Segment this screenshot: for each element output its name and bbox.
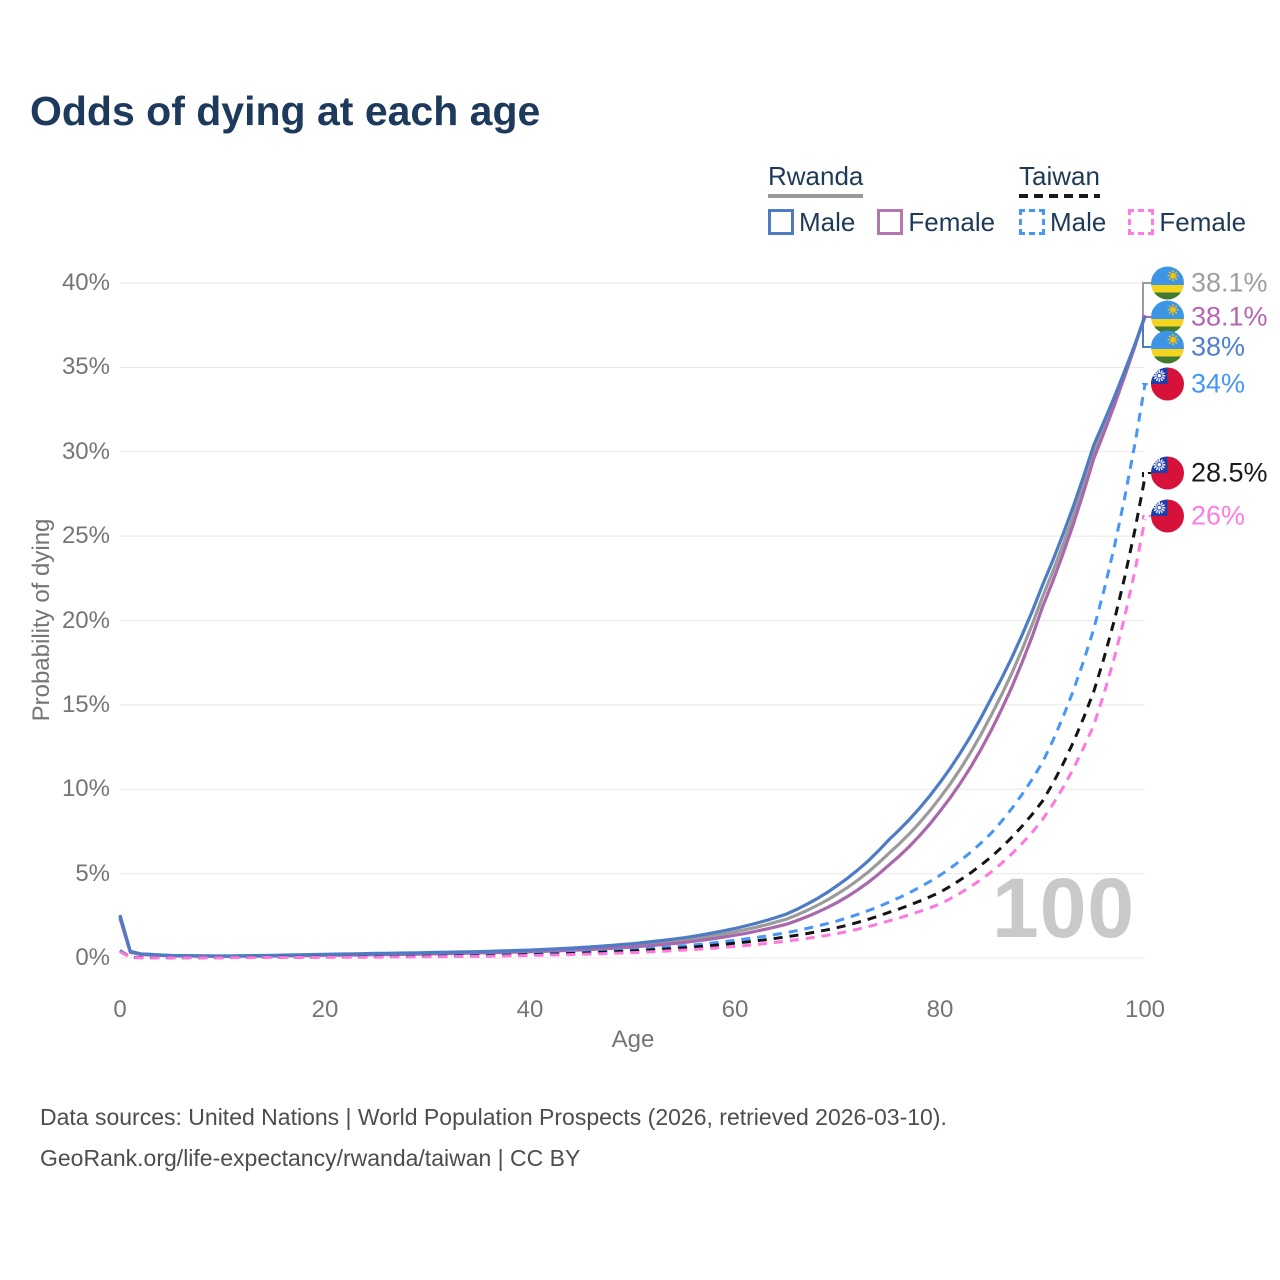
- rwanda-female-swatch: [877, 209, 904, 236]
- x-tick-label: 40: [516, 996, 544, 1023]
- end-label-rwanda-both: 38.1%: [1151, 266, 1268, 300]
- taiwan-line-style-swatch: [1019, 193, 1100, 198]
- end-label-value: 34%: [1191, 368, 1246, 399]
- end-label-value: 38%: [1191, 331, 1246, 362]
- y-tick-label: 15%: [61, 690, 110, 718]
- x-tick-label: 80: [926, 996, 954, 1023]
- legend-item-taiwan-female[interactable]: Female: [1128, 207, 1246, 238]
- end-label-value: 28.5%: [1191, 457, 1268, 488]
- page-title: Odds of dying at each age: [30, 88, 541, 134]
- rwanda-flag-icon: [1151, 330, 1184, 364]
- series-line-rwanda-female[interactable]: [118, 314, 1147, 958]
- legend-group-rwanda: Rwanda Male Female: [768, 162, 995, 238]
- taiwan-flag-icon: [1151, 367, 1184, 401]
- taiwan-flag-icon: [1151, 456, 1184, 490]
- legend-item-label: Female: [908, 206, 996, 237]
- taiwan-flag-icon: [1151, 499, 1184, 533]
- legend-item-taiwan-male[interactable]: Male: [1019, 207, 1106, 238]
- plot-area: [118, 282, 1151, 960]
- end-label-value: 38.1%: [1191, 267, 1268, 298]
- rwanda-male-swatch: [768, 209, 794, 236]
- legend-country-rwanda[interactable]: Rwanda: [768, 161, 864, 198]
- legend-country-taiwan[interactable]: Taiwan: [1019, 162, 1100, 198]
- x-tick-label: 60: [721, 996, 749, 1023]
- series-line-taiwan-female[interactable]: [119, 519, 1147, 960]
- y-tick-label: 40%: [61, 269, 110, 296]
- watermark-age-100: 100: [992, 861, 1136, 955]
- series-line-rwanda-male[interactable]: [118, 316, 1147, 958]
- y-tick-label: 0%: [75, 944, 110, 971]
- y-tick-label: 30%: [61, 437, 110, 465]
- x-tick-label: 0: [113, 996, 127, 1023]
- end-label-taiwan-both: 28.5%: [1151, 456, 1268, 490]
- rwanda-line-style-swatch: [768, 193, 864, 198]
- y-tick-label: 10%: [61, 775, 110, 803]
- legend-item-label: Female: [1159, 206, 1247, 237]
- legend-item-rwanda-male[interactable]: Male: [768, 207, 855, 238]
- leader-line-taiwan-both: [1142, 472, 1151, 478]
- taiwan-female-swatch: [1128, 209, 1155, 236]
- y-tick-label: 35%: [61, 353, 110, 381]
- end-label-taiwan-female: 26%: [1151, 499, 1246, 533]
- y-tick-label: 20%: [61, 606, 110, 634]
- leader-line-rwanda-male: [1142, 316, 1151, 348]
- legend-group-taiwan: Taiwan Male Female: [1019, 162, 1246, 238]
- legend-item-label: Male: [1050, 206, 1107, 237]
- y-tick-label: 5%: [75, 859, 110, 887]
- x-axis-title: Age: [611, 1026, 655, 1053]
- y-tick-label: 25%: [61, 522, 110, 550]
- end-label-rwanda-male: 38%: [1151, 330, 1246, 364]
- legend-item-rwanda-female[interactable]: Female: [877, 207, 995, 238]
- end-label-value: 38.1%: [1191, 301, 1268, 332]
- taiwan-male-swatch: [1019, 209, 1045, 236]
- legend-country-taiwan-label: Taiwan: [1019, 161, 1100, 191]
- data-sources-text: Data sources: United Nations | World Pop…: [40, 1104, 947, 1130]
- legend-item-label: Male: [799, 206, 856, 237]
- end-label-rwanda-female: 38.1%: [1151, 300, 1268, 334]
- rwanda-flag-icon: [1151, 266, 1184, 300]
- x-tick-label: 100: [1124, 996, 1166, 1023]
- leader-line-rwanda-both: [1142, 282, 1151, 316]
- x-tick-label: 20: [311, 996, 339, 1023]
- leader-line-taiwan-female: [1142, 515, 1151, 520]
- legend-country-rwanda-label: Rwanda: [768, 161, 864, 191]
- end-label-taiwan-male: 34%: [1151, 367, 1246, 401]
- end-label-value: 26%: [1191, 500, 1246, 531]
- series-line-taiwan-both[interactable]: [119, 476, 1147, 960]
- attribution-link-text: GeoRank.org/life-expectancy/rwanda/taiwa…: [40, 1145, 581, 1171]
- rwanda-flag-icon: [1151, 300, 1184, 334]
- series-line-rwanda-both[interactable]: [118, 314, 1147, 958]
